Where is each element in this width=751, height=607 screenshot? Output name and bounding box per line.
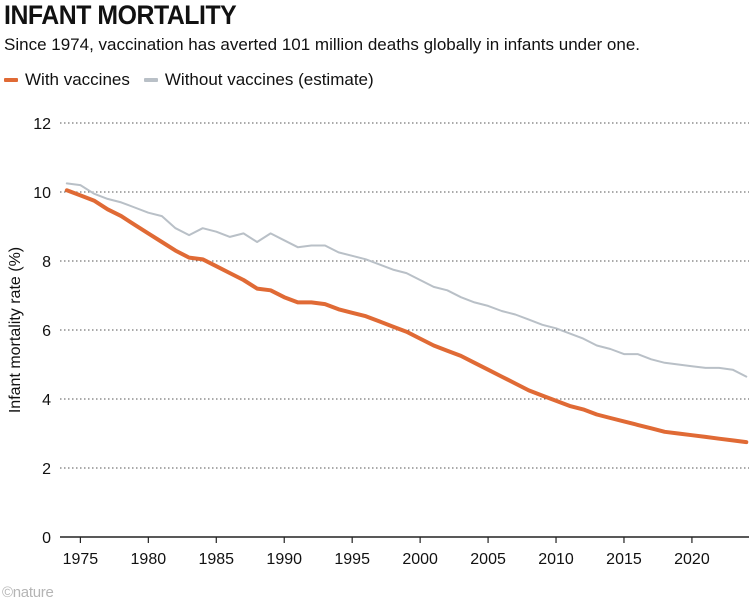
y-tick-label-12: 12 [33, 116, 51, 133]
legend-item-with-vaccines: With vaccines [4, 70, 130, 90]
series-line-without-vaccines [65, 182, 748, 378]
legend-swatch-with-vaccines [4, 78, 18, 82]
x-tick-label-2010: 2010 [538, 551, 574, 568]
x-tick-label-2020: 2020 [674, 551, 710, 568]
y-tick-label-6: 6 [42, 323, 51, 340]
x-tick-label-2005: 2005 [470, 551, 506, 568]
x-tick-label-1990: 1990 [266, 551, 302, 568]
nature-logo: ©nature [2, 584, 54, 601]
chart-title: INFANT MORTALITY [4, 0, 237, 30]
x-tick-label-2015: 2015 [606, 551, 642, 568]
legend: With vaccines Without vaccines (estimate… [4, 70, 388, 90]
x-tick-label-1985: 1985 [198, 551, 234, 568]
chart-subtitle: Since 1974, vaccination has averted 101 … [4, 35, 641, 54]
legend-label-without-vaccines: Without vaccines (estimate) [164, 70, 374, 89]
x-tick-label-1995: 1995 [334, 551, 370, 568]
y-tick-label-10: 10 [33, 185, 51, 202]
legend-label-with-vaccines: With vaccines [25, 70, 130, 89]
legend-swatch-without-vaccines [143, 78, 158, 82]
x-tick-label-1975: 1975 [63, 551, 99, 568]
x-tick-label-2000: 2000 [402, 551, 438, 568]
y-tick-label-8: 8 [42, 254, 51, 271]
legend-item-without-vaccines: Without vaccines (estimate) [143, 70, 374, 90]
y-tick-label-4: 4 [42, 392, 51, 409]
y-tick-label-0: 0 [42, 530, 51, 547]
y-tick-label-2: 2 [42, 461, 51, 478]
x-tick-label-1980: 1980 [131, 551, 167, 568]
series-line-with-vaccines [64, 188, 749, 445]
